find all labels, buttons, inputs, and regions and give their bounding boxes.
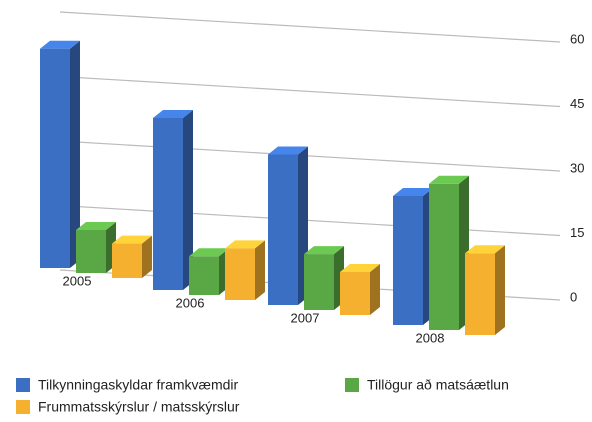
bar-top: [465, 245, 505, 254]
bar: [465, 245, 505, 335]
y-tick-label: 30: [570, 160, 584, 175]
bar-front: [76, 230, 106, 273]
bar-top: [340, 264, 380, 272]
bar-front: [225, 248, 255, 300]
grid-line: [59, 204, 561, 237]
bar: [112, 235, 152, 278]
bar-front: [429, 183, 459, 330]
bar-front: [340, 272, 370, 315]
bar: [304, 246, 344, 310]
bar-front: [189, 256, 219, 295]
legend-swatch: [345, 378, 359, 392]
bar: [429, 175, 469, 330]
bar-top: [76, 222, 116, 230]
bar-side: [255, 240, 265, 300]
bar-front: [304, 254, 334, 310]
bar-top: [268, 146, 308, 155]
bar-front: [465, 253, 495, 335]
bar-top: [40, 40, 80, 49]
bar-side: [370, 264, 380, 315]
bar-top: [393, 188, 433, 196]
bar: [225, 240, 265, 300]
plot: 0 15 30 45 60 2005 2006 2007 2008: [40, 11, 584, 345]
y-tick-label: 45: [570, 96, 584, 111]
grid-line: [59, 140, 561, 172]
bar: [189, 248, 229, 295]
bar-front: [40, 48, 70, 269]
x-tick-label: 2005: [63, 273, 92, 288]
bar-side: [70, 40, 80, 269]
legend-label: Tillögur að matsáætlun: [367, 377, 509, 393]
y-tick-label: 60: [570, 31, 584, 46]
bar: [393, 188, 433, 325]
bar-side: [142, 235, 152, 278]
grid-line: [59, 75, 561, 108]
bar-top: [429, 175, 469, 184]
x-tick-label: 2007: [291, 310, 320, 325]
x-tick-label: 2008: [416, 330, 445, 345]
bar-top: [153, 110, 193, 118]
bar-top: [225, 240, 265, 249]
y-tick-label: 0: [570, 289, 577, 304]
bar-front: [112, 243, 142, 278]
bar-front: [268, 154, 298, 305]
bar-top: [304, 246, 344, 255]
bar: [153, 110, 193, 290]
legend: Tilkynningaskyldar framkvæmdir Tillögur …: [16, 377, 509, 415]
bar-side: [495, 245, 505, 335]
y-tick-label: 15: [570, 225, 584, 240]
legend-label: Tilkynningaskyldar framkvæmdir: [38, 377, 239, 393]
bar: [76, 222, 116, 273]
bar-top: [189, 248, 229, 257]
legend-swatch: [16, 400, 30, 414]
bar-front: [153, 118, 183, 290]
legend-label: Frummatsskýrslur / matsskýrslur: [38, 399, 240, 415]
bar: [40, 40, 80, 269]
bar-side: [183, 110, 193, 290]
grid-line: [59, 11, 561, 43]
bar-front: [393, 196, 423, 325]
x-tick-label: 2006: [176, 295, 205, 310]
bar: [268, 146, 308, 305]
bar: [340, 264, 380, 315]
bar-top: [112, 235, 152, 244]
legend-swatch: [16, 378, 30, 392]
